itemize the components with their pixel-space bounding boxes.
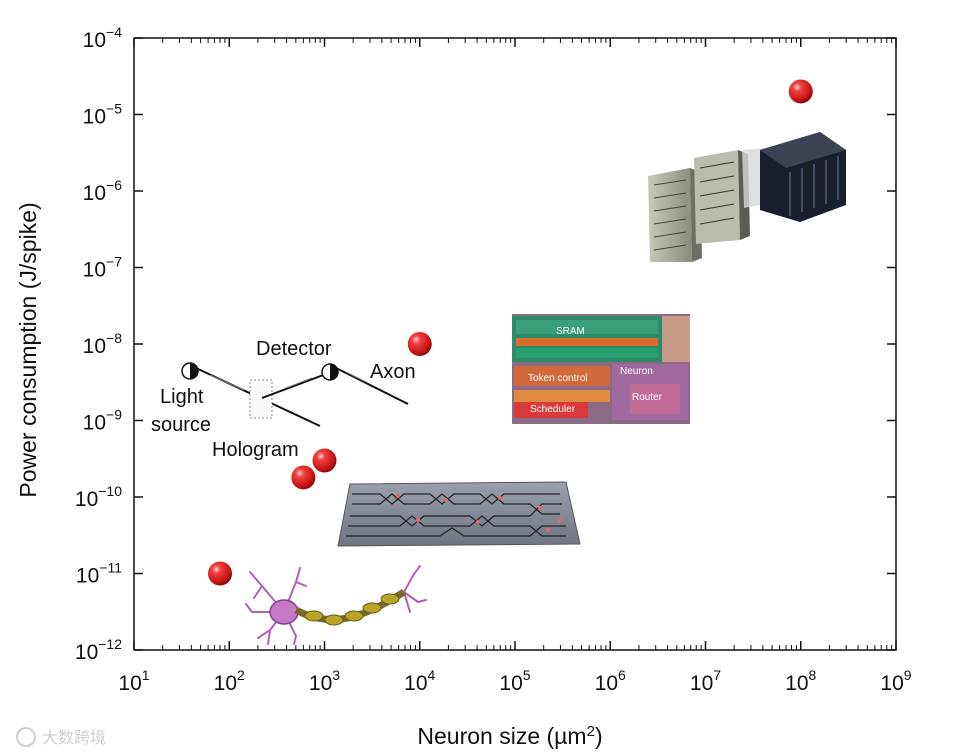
chip-label-router: Router: [632, 392, 663, 403]
annotation-axon: Axon: [370, 361, 416, 383]
x-axis-title-unit: µm: [554, 723, 586, 749]
chip-illustration: SRAM Token control Neuron Scheduler Rout…: [512, 314, 690, 424]
y-tick-label: 10−10: [75, 483, 122, 511]
x-tick-label: 107: [690, 667, 721, 695]
x-axis-title-sup: 2: [587, 723, 595, 740]
annotation-detector: Detector: [256, 338, 332, 360]
biological-neuron-illustration: [245, 565, 427, 645]
data-points: [208, 79, 813, 586]
x-tick-label: 109: [880, 667, 911, 695]
optical-illustration: Light source Detector Axon Hologram: [151, 338, 416, 461]
y-tick-label: 10−7: [83, 254, 123, 282]
data-point: [788, 79, 813, 104]
x-tick-label: 106: [595, 667, 626, 695]
chip-label-scheduler: Scheduler: [530, 404, 576, 415]
chip-label-sram: SRAM: [556, 326, 585, 337]
x-tick-label: 101: [118, 667, 149, 695]
data-point: [208, 561, 233, 586]
x-tick-label: 104: [404, 667, 435, 695]
data-point: [312, 448, 337, 473]
y-tick-label: 10−5: [83, 101, 123, 129]
y-axis-ticks: 10−12 10−11 10−10 10−9 10−8 10−7 10−6 10−5 10−4: [75, 24, 896, 664]
y-tick-label: 10−4: [83, 24, 123, 52]
data-point: [407, 332, 432, 356]
chip-label-neuron: Neuron: [620, 366, 653, 377]
y-tick-label: 10−12: [75, 636, 122, 664]
watermark: 大数跨境: [16, 727, 106, 747]
y-tick-label: 10−6: [83, 177, 123, 205]
x-tick-label: 105: [499, 667, 530, 695]
x-axis-title-end: ): [595, 723, 603, 749]
x-tick-label: 108: [785, 667, 816, 695]
x-tick-label: 102: [214, 667, 245, 695]
y-axis-title: Power consumption (J/spike): [15, 202, 41, 497]
supercomputer-illustration: [648, 132, 846, 262]
x-axis-title: Neuron size (µm2): [417, 723, 602, 750]
watermark-text: 大数跨境: [42, 728, 106, 747]
x-tick-label: 103: [309, 667, 340, 695]
chip-label-token-control: Token control: [528, 373, 587, 384]
y-tick-label: 10−11: [76, 560, 122, 588]
annotation-hologram: Hologram: [212, 439, 299, 461]
photonic-chip-illustration: [337, 481, 581, 547]
annotation-light: Light: [160, 386, 204, 408]
annotation-source: source: [151, 414, 211, 436]
x-axis-title-main: Neuron size (: [417, 723, 554, 749]
y-tick-label: 10−9: [83, 407, 123, 435]
data-point: [291, 465, 316, 490]
y-tick-label: 10−8: [83, 330, 123, 358]
x-axis-ticks: 101 102 103 104 105 106 107 108 109: [118, 38, 912, 695]
